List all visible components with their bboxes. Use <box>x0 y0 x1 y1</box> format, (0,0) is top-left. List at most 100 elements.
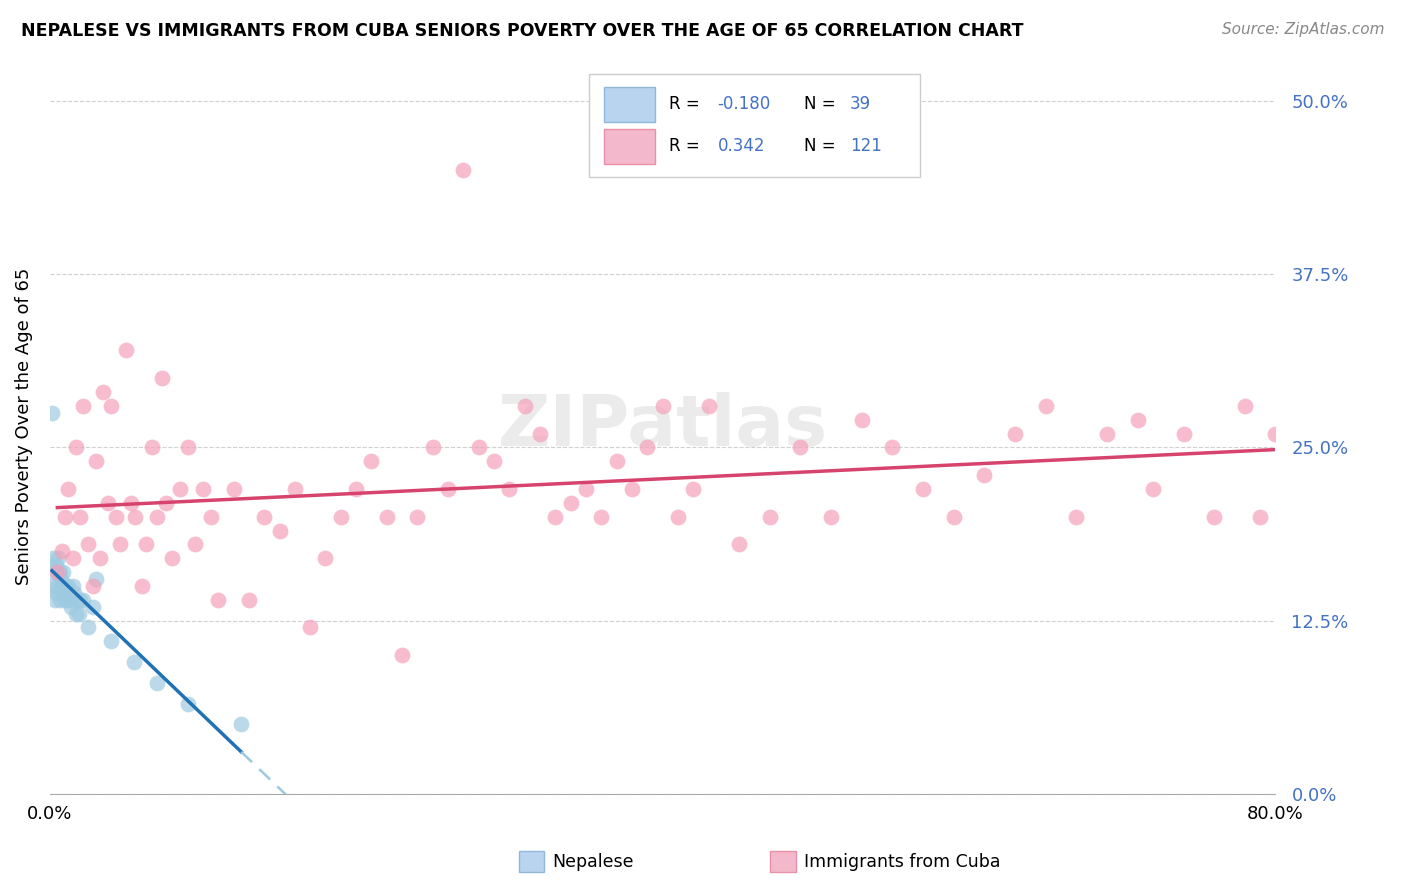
Point <box>882 441 904 455</box>
Point <box>135 537 157 551</box>
Point <box>52 586 75 600</box>
Point <box>789 441 811 455</box>
Point <box>176 441 198 455</box>
Point <box>45 579 67 593</box>
Point <box>82 579 104 593</box>
Point <box>575 482 598 496</box>
Point <box>222 482 245 496</box>
Point <box>97 496 120 510</box>
Point <box>65 607 87 621</box>
Point <box>820 509 842 524</box>
Point <box>146 676 169 690</box>
Point <box>104 509 127 524</box>
Point <box>344 482 367 496</box>
Point <box>437 482 460 496</box>
Text: 121: 121 <box>851 137 882 155</box>
Point <box>72 592 94 607</box>
Point <box>65 441 87 455</box>
Point <box>131 579 153 593</box>
Point <box>299 620 322 634</box>
Point <box>606 454 628 468</box>
Point <box>391 648 413 662</box>
Point <box>169 482 191 496</box>
Point <box>973 468 995 483</box>
Point <box>53 509 76 524</box>
Point <box>89 551 111 566</box>
Point <box>453 163 475 178</box>
Point <box>231 717 253 731</box>
Point <box>82 599 104 614</box>
Text: Nepalese: Nepalese <box>553 853 634 871</box>
Point <box>46 565 69 579</box>
Point <box>682 482 704 496</box>
Point <box>912 482 935 496</box>
Point <box>560 496 582 510</box>
Point <box>467 441 489 455</box>
Point <box>66 592 89 607</box>
Point <box>60 599 83 614</box>
Point <box>1126 413 1149 427</box>
Point <box>91 384 114 399</box>
Point <box>1249 509 1271 524</box>
Point <box>406 509 429 524</box>
Point <box>46 551 69 566</box>
Point <box>115 343 138 358</box>
Point <box>52 565 75 579</box>
Point <box>53 579 76 593</box>
FancyBboxPatch shape <box>589 74 920 177</box>
Point <box>513 399 536 413</box>
Point <box>53 592 76 607</box>
Text: ZIPatlas: ZIPatlas <box>498 392 828 461</box>
Point <box>544 509 567 524</box>
Point <box>238 592 260 607</box>
Point <box>46 586 69 600</box>
Point <box>1233 399 1256 413</box>
Point <box>1173 426 1195 441</box>
Point <box>162 551 184 566</box>
FancyBboxPatch shape <box>603 128 655 164</box>
Text: N =: N = <box>804 137 841 155</box>
Point <box>1142 482 1164 496</box>
Point <box>108 537 131 551</box>
Point <box>1264 426 1286 441</box>
Point <box>942 509 965 524</box>
Point <box>42 579 65 593</box>
Point <box>55 586 77 600</box>
Point <box>44 592 66 607</box>
Point <box>124 509 146 524</box>
Y-axis label: Seniors Poverty Over the Age of 65: Seniors Poverty Over the Age of 65 <box>15 268 32 585</box>
Point <box>41 406 63 420</box>
Point <box>122 655 145 669</box>
Text: N =: N = <box>804 95 841 113</box>
Point <box>56 482 79 496</box>
Point <box>67 607 90 621</box>
Point <box>269 524 291 538</box>
Point <box>55 579 77 593</box>
Text: 0.342: 0.342 <box>717 137 765 155</box>
Point <box>48 565 70 579</box>
Point <box>56 592 79 607</box>
Point <box>375 509 398 524</box>
FancyBboxPatch shape <box>603 87 655 122</box>
Point <box>529 426 551 441</box>
Text: R =: R = <box>669 95 704 113</box>
Point <box>651 399 673 413</box>
Point <box>77 537 100 551</box>
Point <box>146 509 169 524</box>
Point <box>1204 509 1226 524</box>
Point <box>1095 426 1118 441</box>
Point <box>207 592 229 607</box>
Point <box>62 551 84 566</box>
Point <box>759 509 782 524</box>
Point <box>44 565 66 579</box>
Text: R =: R = <box>669 137 710 155</box>
Point <box>62 579 84 593</box>
Point <box>49 565 72 579</box>
Point <box>120 496 142 510</box>
Point <box>728 537 751 551</box>
Point <box>72 399 94 413</box>
Point <box>141 441 163 455</box>
Point <box>697 399 720 413</box>
Point <box>253 509 276 524</box>
Point <box>155 496 177 510</box>
